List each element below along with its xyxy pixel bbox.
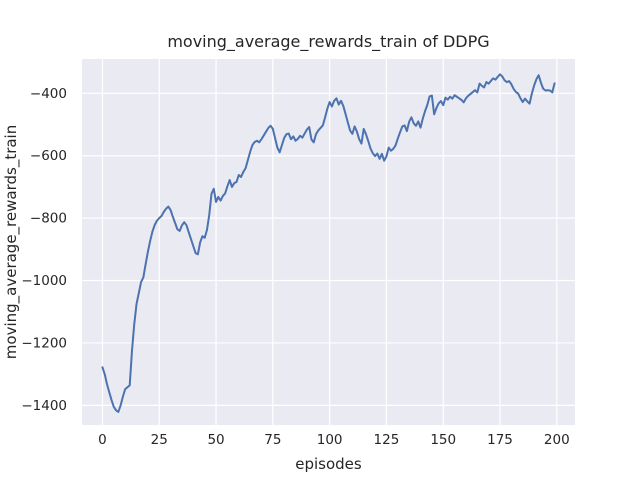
y-tick-label: −1400	[21, 398, 67, 414]
y-tick-label: −400	[30, 86, 67, 102]
y-tick-label: −600	[30, 148, 67, 164]
x-tick-label: 50	[207, 432, 224, 448]
y-axis-label: moving_average_rewards_train	[2, 125, 21, 359]
x-tick-label: 200	[544, 432, 570, 448]
y-tick-labels: −400 −600 −800 −1000 −1200 −1400	[21, 86, 67, 414]
x-axis-label: episodes	[295, 455, 362, 473]
reward-line	[101, 73, 556, 413]
y-tick-label: −1200	[21, 335, 67, 351]
x-tick-label: 150	[430, 432, 456, 448]
x-tick-label: 175	[487, 432, 513, 448]
gridlines	[82, 59, 575, 425]
x-tick-label: 0	[98, 432, 107, 448]
x-tick-labels: 0 25 50 75 100 125 150 175 200	[98, 432, 570, 448]
y-tick-label: −800	[30, 211, 67, 227]
x-tick-label: 25	[151, 432, 168, 448]
plot-area	[82, 59, 575, 425]
x-tick-label: 75	[264, 432, 281, 448]
chart-title: moving_average_rewards_train of DDPG	[167, 32, 489, 52]
y-tick-label: −1000	[21, 273, 67, 289]
x-tick-label: 125	[374, 432, 400, 448]
x-tick-label: 100	[317, 432, 343, 448]
